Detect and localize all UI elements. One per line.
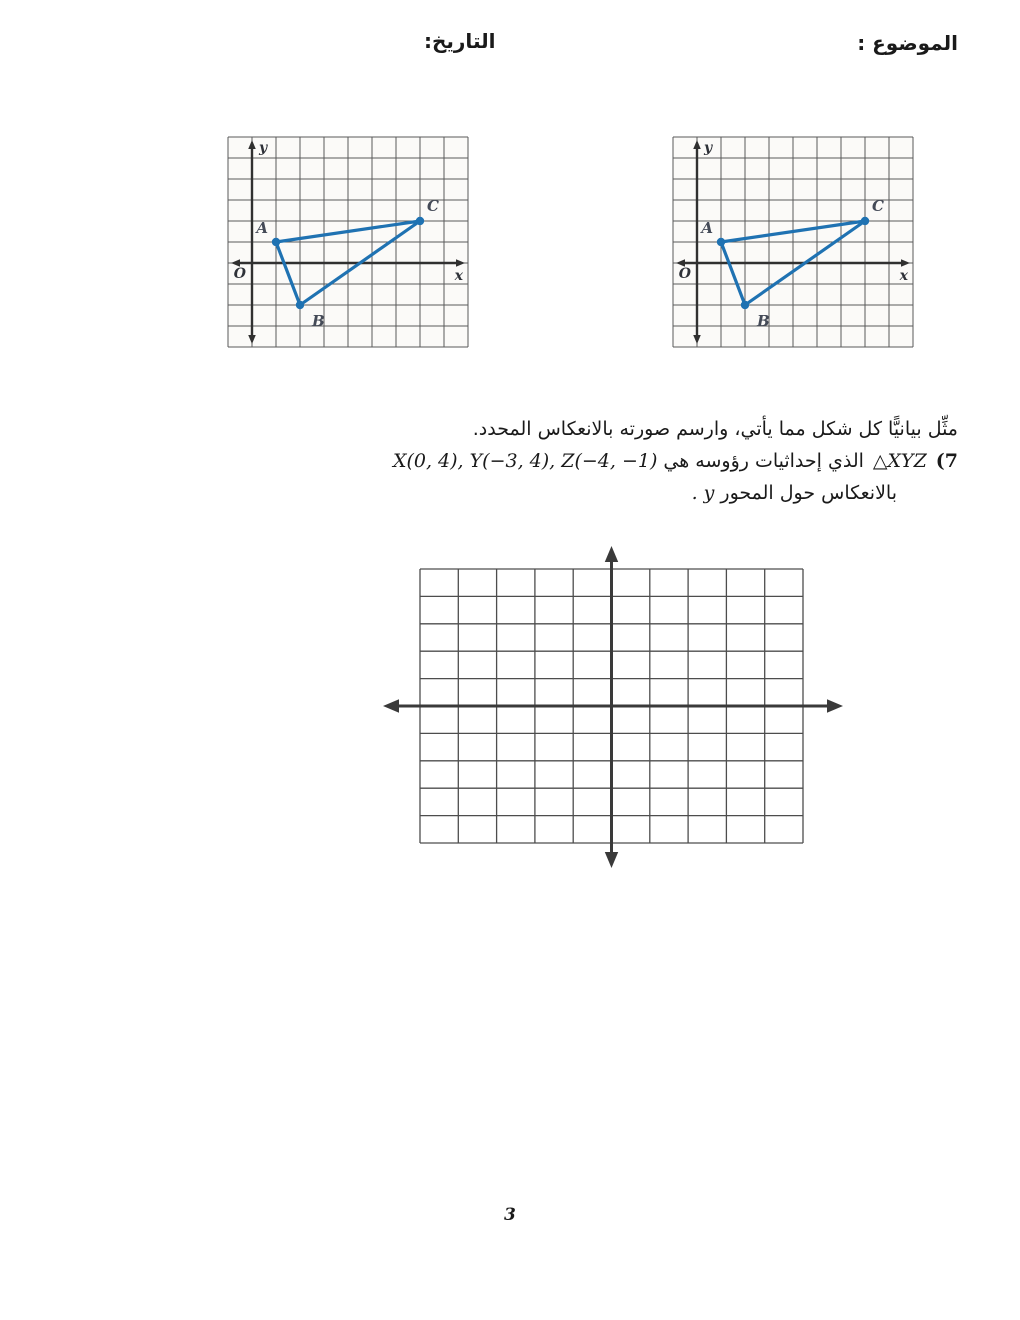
axes: [383, 546, 843, 868]
vertex-coordinates: X(0, 4), Y(−3, 4), Z(−4, −1): [392, 450, 658, 472]
origin-label: O: [234, 266, 247, 282]
right-arrow-icon: [901, 259, 910, 267]
x-axis-label: x: [899, 268, 909, 284]
problem-arabic-text: الذي إحداثيات رؤوسه هي: [663, 450, 864, 472]
origin-label: O: [679, 266, 692, 282]
axis-letter: y: [703, 482, 715, 504]
plotted-shape-triangle-ABC: A B C: [254, 197, 439, 330]
date-label: التاريخ:: [424, 29, 496, 53]
vertex-label-C: C: [872, 197, 884, 215]
down-arrow-icon: [248, 335, 256, 344]
axes: [231, 140, 465, 344]
vertex-point-C: [860, 216, 870, 226]
left-arrow-icon: [676, 259, 685, 267]
subject-label: الموضوع :: [857, 31, 958, 55]
vertex-point-C: [415, 216, 425, 226]
page-number: 3: [504, 1205, 516, 1225]
shape-outline: [719, 219, 867, 307]
vertex-label-A: A: [254, 219, 268, 237]
shape-outline: [274, 219, 422, 307]
left-arrow-icon: [231, 259, 240, 267]
down-arrow-icon: [693, 335, 701, 344]
vertex-point-B: [295, 300, 305, 310]
y-axis-label: y: [258, 140, 268, 156]
problem-text: مثِّل بيانيًّا كل شكل مما يأتي، وارسم صو…: [338, 413, 958, 509]
vertex-label-C: C: [427, 197, 439, 215]
axis-labels: y x O: [679, 140, 909, 284]
instruction-line: مثِّل بيانيًّا كل شكل مما يأتي، وارسم صو…: [473, 413, 958, 445]
period: .: [691, 482, 698, 504]
triangle-name: △XYZ: [872, 450, 927, 472]
grid-lines: [227, 136, 469, 348]
right-arrow-icon: [827, 699, 843, 713]
down-arrow-icon: [604, 852, 619, 868]
vertex-label-A: A: [699, 219, 713, 237]
vertex-label-B: B: [756, 312, 770, 330]
instruction-text: مثِّل بيانيًّا كل شكل مما يأتي، وارسم صو…: [472, 418, 958, 440]
x-axis-label: x: [454, 268, 464, 284]
vertex-point-A: [271, 237, 281, 247]
reflection-arabic-text: بالانعكاس حول المحور: [720, 482, 897, 504]
axes: [676, 140, 910, 344]
vertex-label-B: B: [311, 312, 325, 330]
axis-labels: y x O: [234, 140, 464, 284]
coordinate-graph-original: y x O A B C: [227, 136, 469, 348]
left-arrow-icon: [383, 699, 399, 713]
up-arrow-icon: [248, 140, 256, 149]
answer-coordinate-grid: [383, 546, 843, 868]
problem-statement-line: X(0, 4), Y(−3, 4), Z(−4, −1) الذي إحداثي…: [393, 445, 958, 477]
right-arrow-icon: [456, 259, 465, 267]
vertex-point-B: [740, 300, 750, 310]
up-arrow-icon: [693, 140, 701, 149]
plotted-shape-triangle-ABC: A B C: [699, 197, 884, 330]
vertex-point-A: [716, 237, 726, 247]
up-arrow-icon: [604, 546, 619, 562]
reflection-axis-line: . y بالانعكاس حول المحور: [692, 477, 897, 509]
y-axis-label: y: [703, 140, 713, 156]
item-number: (7: [935, 450, 958, 472]
coordinate-graph-copy: y x O A B C: [672, 136, 914, 348]
